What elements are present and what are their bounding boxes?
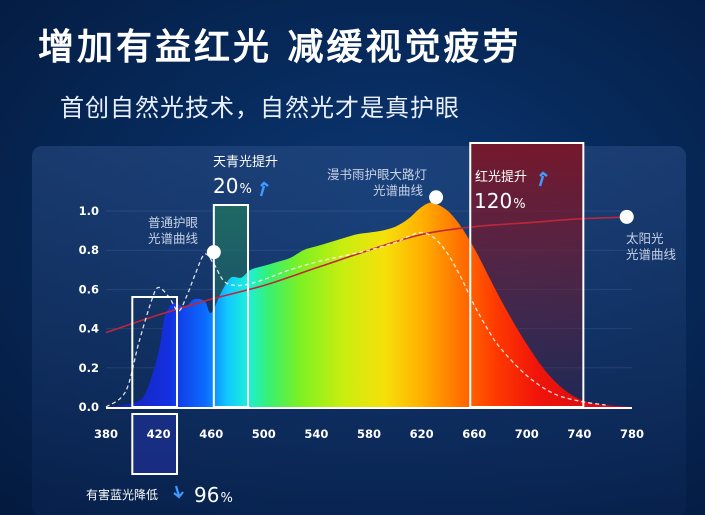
curve-marker <box>206 245 221 260</box>
cyan-boost-label: 天青光提升 <box>213 154 278 170</box>
x-tick-label: 460 <box>199 427 223 441</box>
y-tick-labels: 0.0 0.2 0.4 0.6 0.8 1.0 <box>79 204 99 414</box>
x-tick-label: 540 <box>304 427 328 441</box>
arrow-up-icon <box>259 181 269 197</box>
y-tick-label: 0.4 <box>79 322 99 336</box>
y-tick-label: 0.8 <box>79 243 99 257</box>
curve-markers <box>206 190 634 260</box>
blue-highlight-box <box>131 413 179 475</box>
x-tick-label: 780 <box>620 427 644 441</box>
y-tick-label: 1.0 <box>79 204 99 218</box>
normal-spectrum-line <box>105 231 606 408</box>
product-spectrum-area <box>106 202 632 407</box>
cyan-boost-value: 20% <box>213 174 252 198</box>
product-curve-label: 漫书雨护眼大路灯 光谱曲线 <box>327 167 431 198</box>
x-tick-label: 740 <box>567 427 591 441</box>
x-tick-label: 620 <box>410 427 434 441</box>
red-boost-value: 120% <box>474 189 526 213</box>
blue-reduce-value: 96% <box>194 483 233 507</box>
x-tick-label: 500 <box>252 427 276 441</box>
page-title: 增加有益红光 减缓视觉疲劳 <box>38 27 522 68</box>
x-tick-label: 700 <box>515 427 539 441</box>
page-subtitle: 首创自然光技术，自然光才是真护眼 <box>60 94 460 122</box>
normal-curve-label: 普通护眼 光谱曲线 <box>148 215 202 246</box>
x-tick-label: 420 <box>147 427 171 441</box>
arrow-down-icon <box>173 485 184 499</box>
sun-curve-label: 太阳光 光谱曲线 <box>626 231 677 262</box>
y-tick-label: 0.2 <box>79 361 99 375</box>
curve-marker <box>429 190 444 205</box>
curve-marker <box>619 209 634 224</box>
x-tick-label: 580 <box>357 427 381 441</box>
y-tick-label: 0.6 <box>79 282 99 296</box>
x-tick-label: 660 <box>462 427 486 441</box>
x-tick-label: 380 <box>94 427 118 441</box>
x-tick-labels: 380 420 460 500 540 580 620 660 700 740 780 <box>94 427 644 441</box>
blue-reduce-label: 有害蓝光降低 <box>86 487 158 502</box>
red-boost-label: 红光提升 <box>475 169 527 185</box>
y-tick-label: 0.0 <box>79 400 99 414</box>
arrow-up-icon <box>538 171 548 187</box>
